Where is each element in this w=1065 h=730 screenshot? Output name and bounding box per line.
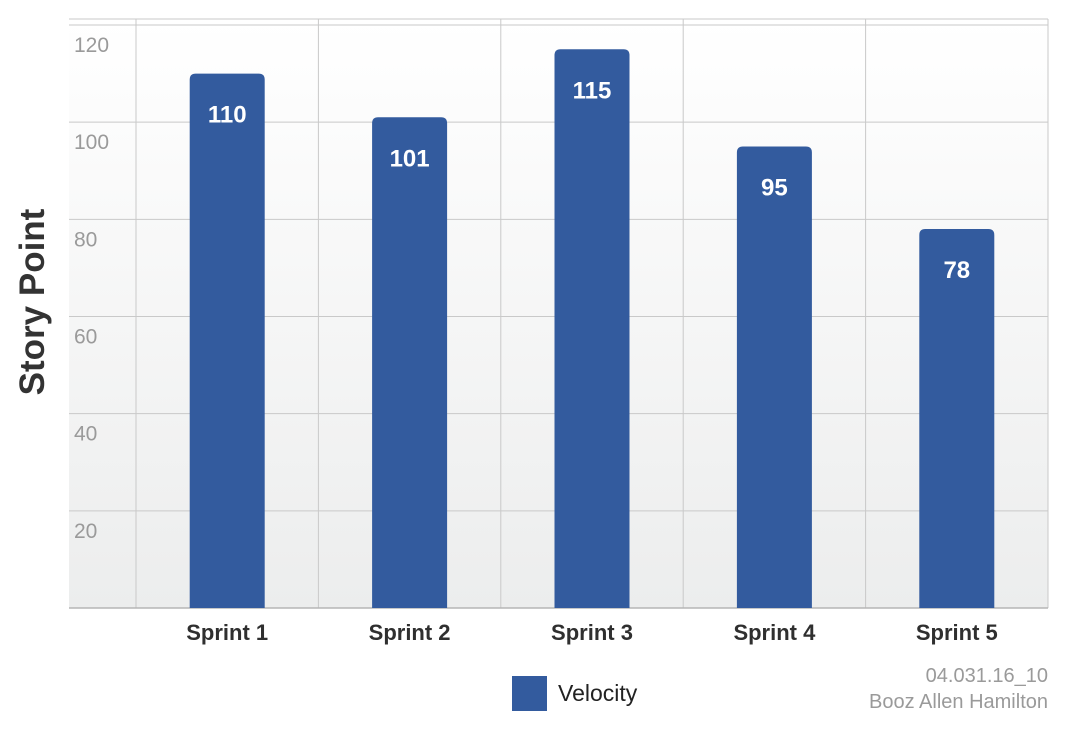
y-tick-label: 80 <box>74 228 97 251</box>
footer-company: Booz Allen Hamilton <box>869 691 1048 713</box>
y-tick-label: 100 <box>74 131 109 154</box>
y-tick-label: 20 <box>74 520 97 543</box>
bars-layer <box>189 49 995 609</box>
y-tick-label: 40 <box>74 423 97 446</box>
bar-3 <box>554 49 630 608</box>
x-category-label: Sprint 4 <box>733 620 816 645</box>
bar-value-label: 101 <box>390 145 430 172</box>
y-axis-label: Story Point <box>13 208 52 395</box>
x-category-label: Sprint 1 <box>186 620 268 645</box>
legend-swatch-velocity <box>512 676 547 711</box>
bar-value-label: 95 <box>761 174 788 201</box>
y-tick-label: 120 <box>74 34 109 57</box>
legend-label-velocity: Velocity <box>558 680 638 706</box>
bar-2 <box>372 117 448 608</box>
labels-layer: 20 40 60 80 100 120 110 Sprint 1 101 Sprint 2 115 S… <box>74 34 998 645</box>
x-category-label: Sprint 5 <box>916 620 998 645</box>
bar-1 <box>189 73 265 609</box>
bar-4 <box>736 146 812 609</box>
legend: Velocity <box>512 676 638 711</box>
bar-value-label: 115 <box>573 77 612 104</box>
bar-5 <box>919 229 995 609</box>
bar-value-label: 78 <box>943 257 970 284</box>
y-tick-label: 60 <box>74 326 97 349</box>
x-category-label: Sprint 2 <box>369 620 451 645</box>
x-category-label: Sprint 3 <box>551 620 633 645</box>
footer-code: 04.031.16_10 <box>926 665 1048 687</box>
bar-value-label: 110 <box>208 102 247 129</box>
